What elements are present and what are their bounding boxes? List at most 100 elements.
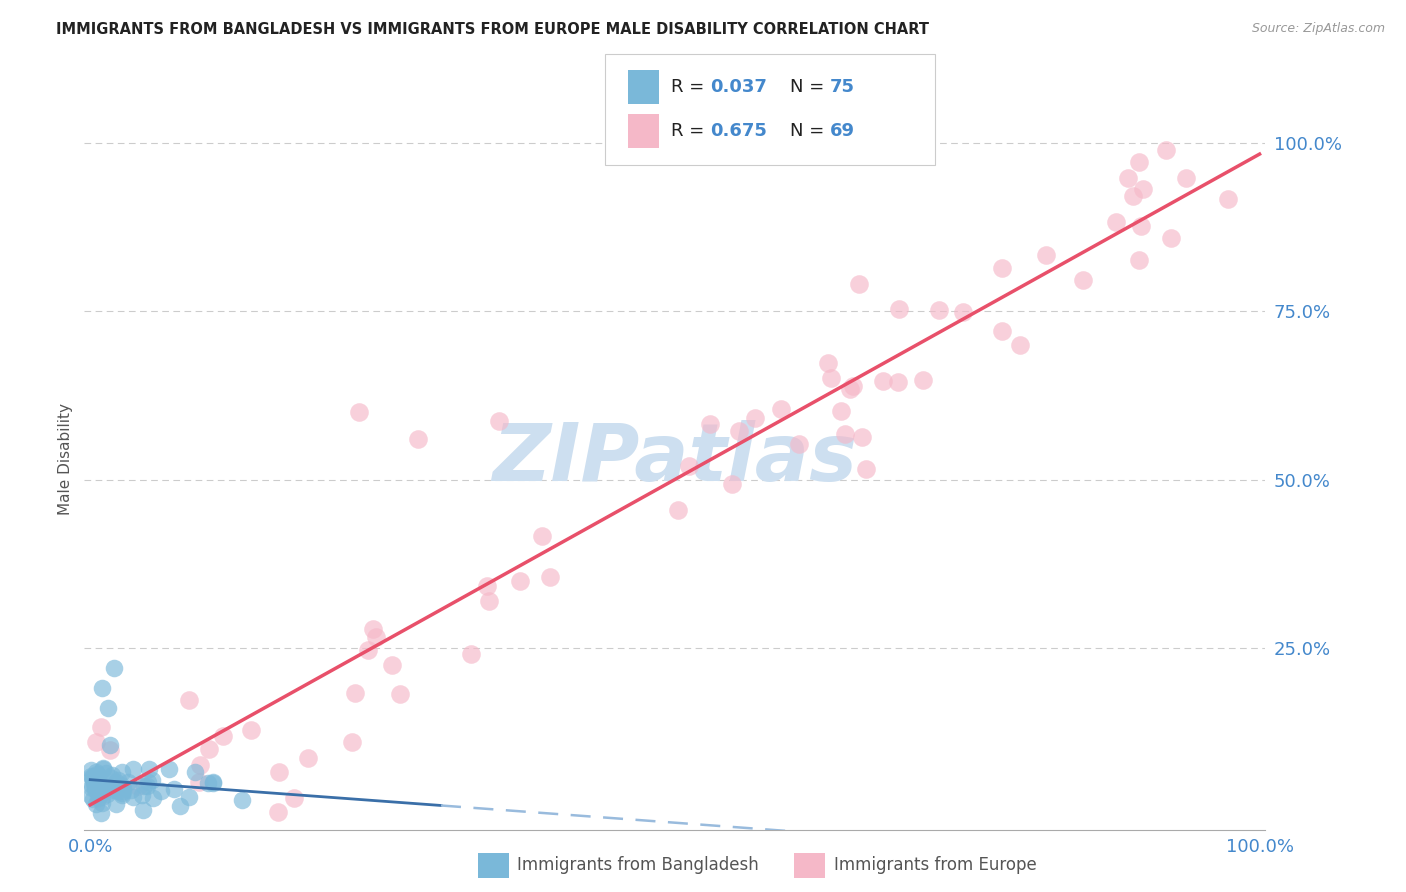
Text: 69: 69 — [830, 122, 855, 140]
Point — [83, 781, 105, 796]
Point — [82, 792, 104, 806]
Point — [460, 647, 482, 661]
Point — [82, 770, 104, 784]
Text: 0.037: 0.037 — [710, 78, 766, 96]
Point — [169, 799, 191, 814]
Point — [111, 781, 134, 796]
Point — [789, 437, 811, 451]
Point — [90, 805, 112, 820]
Point — [1122, 188, 1144, 202]
Point — [361, 622, 384, 636]
Point — [111, 779, 134, 793]
Point — [163, 782, 186, 797]
Point — [1105, 215, 1128, 229]
Text: Source: ZipAtlas.com: Source: ZipAtlas.com — [1251, 22, 1385, 36]
Point — [122, 762, 145, 776]
Point — [1160, 231, 1182, 245]
Point — [91, 761, 114, 775]
Point — [80, 770, 103, 784]
Point — [87, 769, 110, 783]
Point — [84, 774, 107, 789]
Point — [103, 783, 125, 797]
Text: IMMIGRANTS FROM BANGLADESH VS IMMIGRANTS FROM EUROPE MALE DISABILITY CORRELATION: IMMIGRANTS FROM BANGLADESH VS IMMIGRANTS… — [56, 22, 929, 37]
Point — [80, 789, 103, 803]
Point — [138, 762, 160, 776]
Point — [80, 764, 103, 778]
Point — [90, 681, 112, 696]
Point — [91, 789, 114, 804]
Point — [86, 780, 108, 795]
Point — [86, 784, 108, 798]
Point — [90, 779, 112, 793]
Point — [82, 772, 104, 787]
Text: N =: N = — [790, 122, 830, 140]
Point — [98, 742, 121, 756]
Point — [80, 778, 103, 792]
Point — [342, 735, 364, 749]
Point — [1008, 337, 1031, 351]
Point — [347, 405, 370, 419]
Text: 0.675: 0.675 — [710, 122, 766, 140]
Point — [1154, 143, 1177, 157]
Point — [991, 260, 1014, 275]
Point — [104, 782, 127, 797]
Point — [93, 784, 115, 798]
Point — [142, 791, 165, 805]
Point — [389, 686, 412, 700]
Point — [851, 430, 873, 444]
Point — [1128, 252, 1150, 267]
Point — [356, 643, 378, 657]
Point — [90, 720, 112, 734]
Point — [136, 779, 159, 793]
Point — [84, 797, 107, 811]
Point — [134, 779, 156, 793]
Text: N =: N = — [790, 78, 830, 96]
Point — [112, 783, 135, 797]
Point — [1071, 273, 1094, 287]
Point — [111, 786, 134, 800]
Point — [120, 782, 142, 797]
Point — [202, 775, 225, 789]
Point — [131, 803, 153, 817]
Point — [104, 797, 127, 811]
Point — [538, 570, 561, 584]
Point — [127, 779, 149, 793]
Text: Immigrants from Bangladesh: Immigrants from Bangladesh — [517, 856, 759, 874]
Point — [86, 769, 108, 783]
Point — [188, 775, 211, 789]
Point — [267, 805, 290, 819]
Point — [1116, 170, 1139, 185]
Point — [87, 780, 110, 794]
Point — [509, 574, 531, 588]
Point — [91, 762, 114, 776]
Point — [84, 780, 107, 794]
Point — [94, 781, 117, 796]
Point — [744, 411, 766, 425]
Point — [475, 579, 498, 593]
Point — [488, 414, 510, 428]
Point — [188, 758, 211, 772]
Point — [699, 417, 721, 432]
Point — [911, 373, 934, 387]
Point — [91, 796, 114, 810]
Point — [98, 738, 121, 752]
Point — [141, 772, 163, 787]
Point — [111, 764, 134, 779]
Point — [105, 774, 128, 789]
Text: R =: R = — [671, 78, 710, 96]
Point — [87, 785, 110, 799]
Text: R =: R = — [671, 122, 710, 140]
Point — [834, 426, 856, 441]
Point — [838, 382, 860, 396]
Point — [1174, 170, 1197, 185]
Point — [198, 742, 221, 756]
Point — [240, 723, 263, 737]
Point — [231, 793, 253, 807]
Point — [269, 764, 291, 779]
Point — [149, 784, 172, 798]
Point — [86, 767, 108, 781]
Point — [100, 768, 122, 782]
Point — [666, 503, 689, 517]
Point — [1128, 155, 1150, 169]
Point — [96, 766, 118, 780]
